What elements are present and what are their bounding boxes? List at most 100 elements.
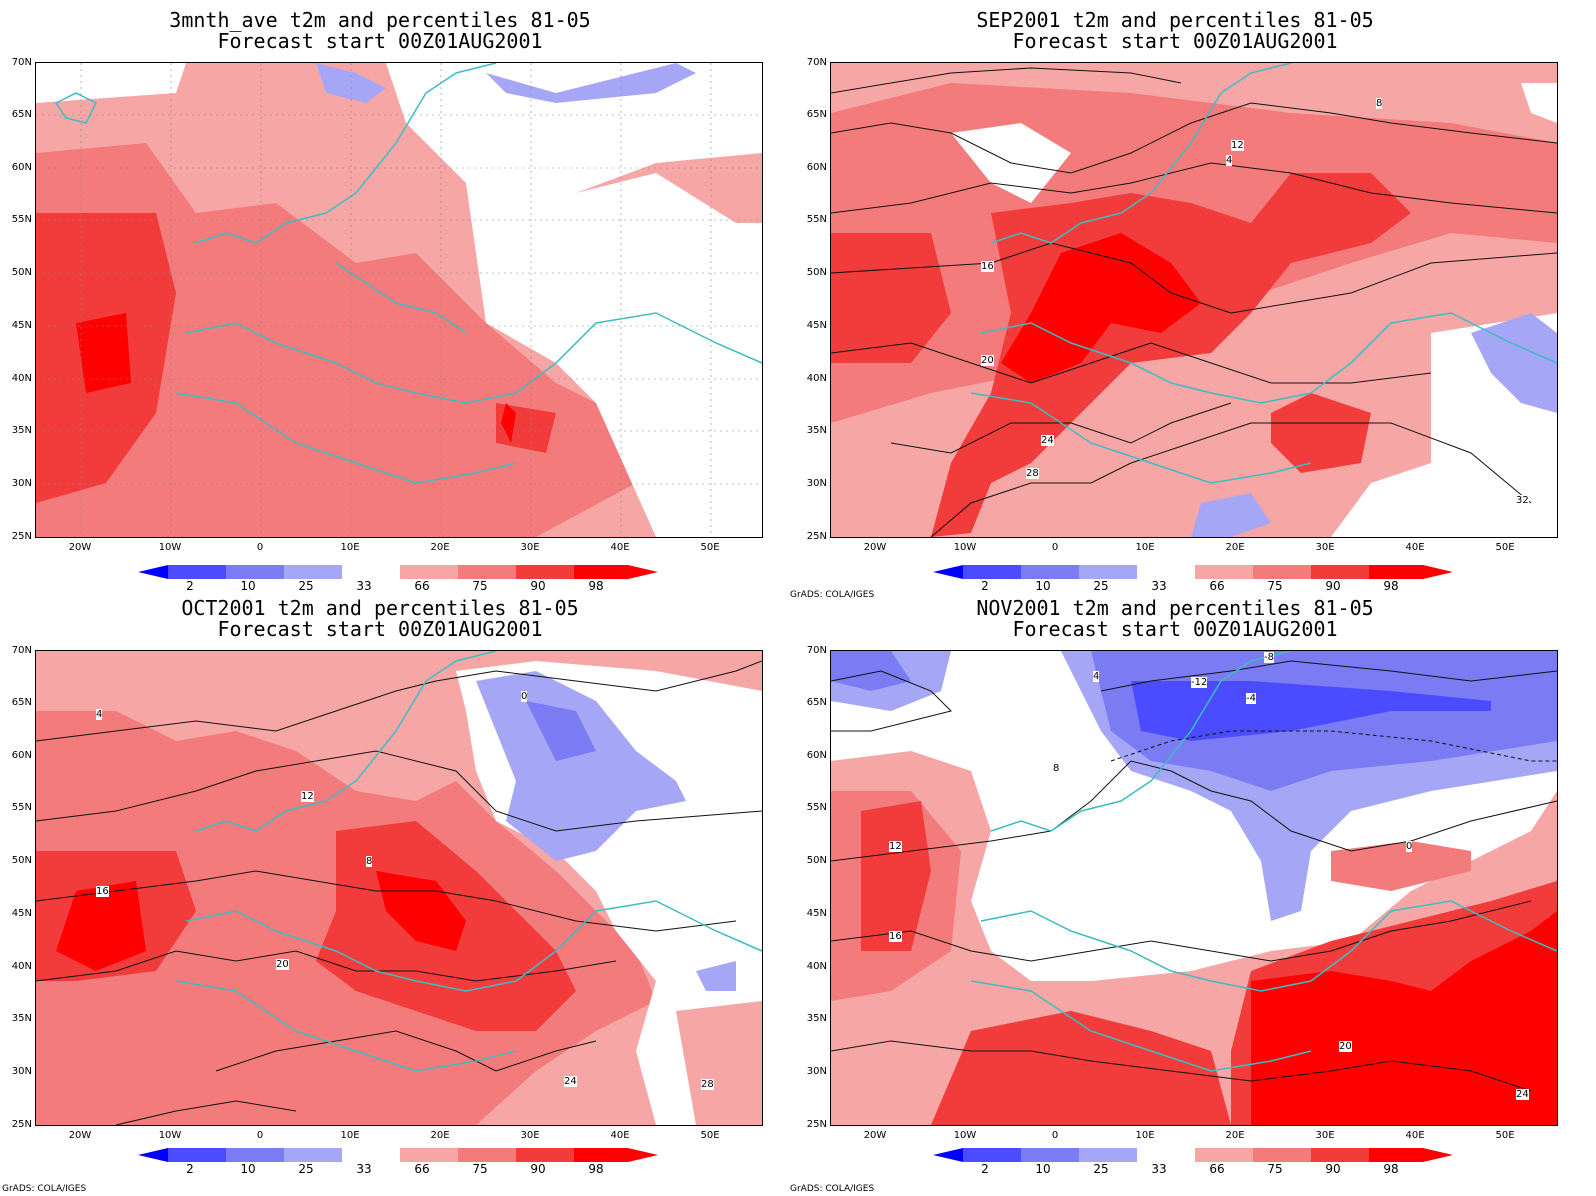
colorbar-label: 66 <box>1209 1162 1225 1176</box>
lat-label: 30N <box>11 478 32 489</box>
percentile-shading <box>831 63 1557 537</box>
colorbar-label: 25 <box>298 1162 314 1176</box>
lat-label: 50N <box>11 267 32 278</box>
lon-label: 20W <box>68 1130 92 1141</box>
contour-label: 4 <box>1226 155 1233 166</box>
contour-and-coast-overlay <box>831 63 1557 537</box>
lat-label: 45N <box>11 908 32 919</box>
contour-label: 20 <box>1339 1041 1352 1052</box>
lon-label: 30E <box>1315 1130 1335 1141</box>
lon-label: 30E <box>520 1130 540 1141</box>
colorbar-label: 2 <box>186 579 194 593</box>
contour-label: 0 <box>1406 841 1413 852</box>
lon-label: 50E <box>700 1130 720 1141</box>
lon-label: 40E <box>610 542 630 553</box>
colorbar-label: 33 <box>356 579 372 593</box>
colorbar-label: 90 <box>1325 1162 1341 1176</box>
lon-label: 0 <box>1051 542 1059 553</box>
lon-label: 0 <box>256 542 264 553</box>
lon-label: 50E <box>1495 542 1515 553</box>
colorbar-swatches <box>933 565 1453 579</box>
lat-label: 55N <box>806 214 827 225</box>
colorbar-label: 66 <box>1209 579 1225 593</box>
lon-label: 30E <box>1315 542 1335 553</box>
colorbar-label: 33 <box>1151 1162 1167 1176</box>
lon-label: 0 <box>1051 1130 1059 1141</box>
lon-label: 10W <box>953 542 977 553</box>
lon-label: 10E <box>340 1130 360 1141</box>
colorbar-label: 90 <box>530 579 546 593</box>
colorbar: 2 10 25 33 66 75 90 98 <box>138 1148 658 1188</box>
colorbar-swatches <box>138 565 658 579</box>
panel-title: OCT2001 t2m and percentiles 81-05 <box>181 596 579 620</box>
colorbar: 2 10 25 33 66 75 90 98 <box>933 1148 1453 1188</box>
lat-label: 35N <box>806 1013 827 1024</box>
lat-label: 35N <box>806 425 827 436</box>
contour-and-coast-overlay <box>831 651 1557 1092</box>
panel-nov2001: NOV2001 t2m and percentiles 81-05 Foreca… <box>790 588 1558 1194</box>
lat-label: 55N <box>11 802 32 813</box>
colorbar-swatches <box>138 1148 658 1162</box>
contour-label: 12 <box>301 791 314 802</box>
colorbar-label: 75 <box>472 579 488 593</box>
map-area <box>35 62 763 538</box>
lon-label: 50E <box>700 542 720 553</box>
contour-label: 12 <box>889 841 902 852</box>
lon-label: 10E <box>1135 1130 1155 1141</box>
colorbar-label: 2 <box>186 1162 194 1176</box>
lat-label: 45N <box>11 320 32 331</box>
map-area: 0 4 8 12 16 20 24 28 <box>35 650 763 1126</box>
lon-label: 20E <box>430 1130 450 1141</box>
lon-label: 0 <box>256 1130 264 1141</box>
credit-text: GrADS: COLA/IGES <box>790 1184 875 1194</box>
colorbar-label: 66 <box>414 1162 430 1176</box>
contour-label: 8 <box>366 856 373 867</box>
contour-label: 20 <box>981 355 994 366</box>
contour-label: 0 <box>521 691 528 702</box>
colorbar-label: 75 <box>1267 579 1283 593</box>
colorbar-label: 25 <box>1093 579 1109 593</box>
lat-label: 50N <box>806 855 827 866</box>
colorbar-label: 98 <box>588 579 604 593</box>
colorbar-label: 33 <box>1151 579 1167 593</box>
lat-label: 25N <box>806 1119 827 1130</box>
colorbar-label: 2 <box>981 1162 989 1176</box>
colorbar-label: 2 <box>981 579 989 593</box>
lat-label: 30N <box>806 478 827 489</box>
colorbar-label: 66 <box>414 579 430 593</box>
panel-subtitle: Forecast start 00Z01AUG2001 <box>1012 617 1338 641</box>
lon-label: 10E <box>1135 542 1155 553</box>
lat-label: 25N <box>806 531 827 542</box>
colorbar-label: 98 <box>1383 579 1399 593</box>
lon-label: 40E <box>1405 1130 1425 1141</box>
panel-sep2001: SEP2001 t2m and percentiles 81-05 Foreca… <box>790 0 1558 600</box>
contour-label: 4 <box>96 709 103 720</box>
percentile-shading <box>36 63 762 537</box>
contour-label: 20 <box>276 959 289 970</box>
panel-title: 3mnth_ave t2m and percentiles 81-05 <box>169 8 591 32</box>
contour-label: -4 <box>1246 693 1256 704</box>
lon-label: 20E <box>1225 1130 1245 1141</box>
colorbar-label: 10 <box>240 1162 256 1176</box>
lat-label: 40N <box>806 961 827 972</box>
credit-text: GrADS: COLA/IGES <box>2 1184 87 1194</box>
contour-label: 28 <box>701 1079 714 1090</box>
lon-label: 20W <box>863 542 887 553</box>
colorbar-label: 10 <box>1035 1162 1051 1176</box>
colorbar: 2 10 25 33 66 75 90 98 <box>138 565 658 605</box>
colorbar-label: 10 <box>240 579 256 593</box>
contour-label: 24 <box>1041 435 1054 446</box>
colorbar-label: 90 <box>530 1162 546 1176</box>
panel-3month-average: 3mnth_ave t2m and percentiles 81-05 Fore… <box>0 0 763 600</box>
lat-label: 70N <box>11 57 32 68</box>
panel-subtitle: Forecast start 00Z01AUG2001 <box>217 617 543 641</box>
lat-label: 60N <box>806 750 827 761</box>
lat-label: 40N <box>11 373 32 384</box>
lon-label: 50E <box>1495 1130 1515 1141</box>
panel-subtitle: Forecast start 00Z01AUG2001 <box>1012 29 1338 53</box>
lat-label: 55N <box>806 802 827 813</box>
contour-label: 16 <box>889 931 902 942</box>
colorbar-label: 25 <box>298 579 314 593</box>
panel-title: NOV2001 t2m and percentiles 81-05 <box>976 596 1374 620</box>
lat-label: 60N <box>11 750 32 761</box>
